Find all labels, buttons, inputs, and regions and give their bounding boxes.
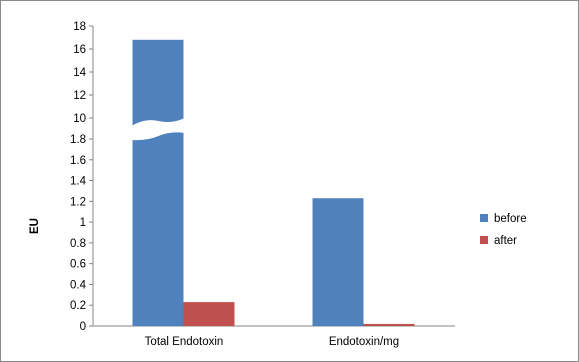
y-tick-label: 1.4 [70,176,87,188]
y-tick-label: 0.6 [70,259,86,271]
axis-break-gap [131,118,185,141]
bar-after-0 [183,302,235,326]
y-tick-label: 12 [73,90,86,102]
legend: before after [480,213,527,247]
bar-after-1 [363,323,415,326]
legend-label-before: before [494,213,527,225]
x-category-label: Endotoxin/mg [329,336,399,348]
bar-before-1 [312,198,364,326]
bars [131,39,415,327]
y-tick-label: 16 [73,44,86,56]
y-tick-label: 10 [73,113,86,125]
y-tick-label: 0.8 [70,238,86,250]
legend-label-after: after [494,235,517,247]
y-axis-label: EU [29,218,41,234]
legend-swatch-after [480,236,488,244]
y-tick-label: 1.8 [70,134,86,146]
y-tick-label: 1.2 [70,196,86,208]
y-tick-label: 0.2 [70,300,86,312]
legend-swatch-before [480,214,488,222]
y-tick-label: 0 [80,321,86,333]
bar-before-0 [132,39,184,327]
y-tick-label: 1 [80,217,86,229]
y-tick-label: 18 [73,21,86,33]
y-tick-label: 1.6 [70,155,86,167]
x-category-label: Total Endotoxin [145,336,224,348]
y-tick-label: 14 [73,67,86,79]
labels: 0 0.2 0.4 0.6 0.8 1 1.2 1.4 1.6 1.8 10 12 14 16 18 EU To… [29,21,399,348]
y-tick-label: 0.4 [70,279,87,291]
